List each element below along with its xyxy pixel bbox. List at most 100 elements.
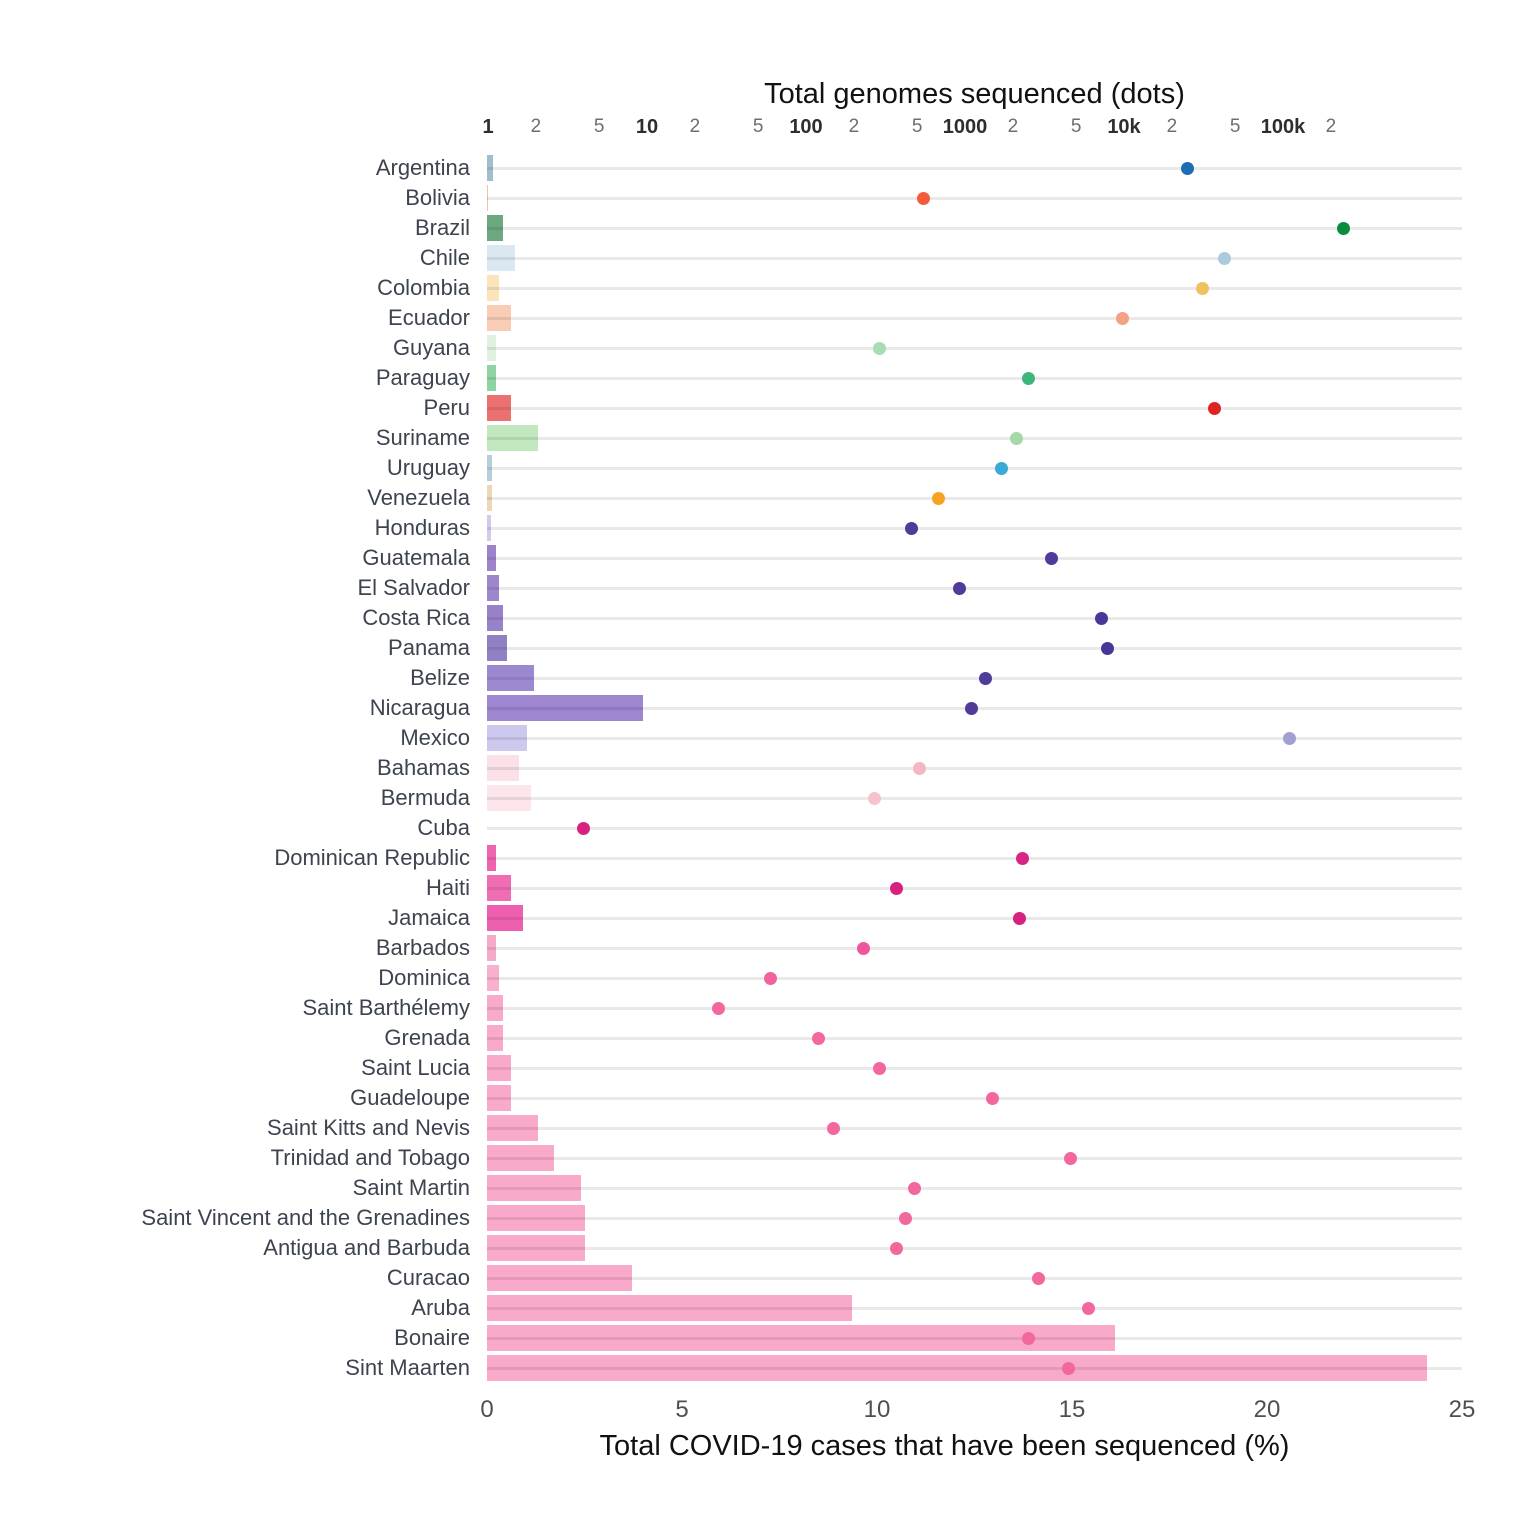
country-label: Argentina — [375, 155, 470, 180]
row-track — [487, 526, 1462, 530]
country-bar — [487, 995, 503, 1021]
country-dot — [931, 491, 945, 505]
country-dot — [913, 761, 927, 775]
row-track — [487, 1186, 1462, 1190]
country-bar — [487, 665, 535, 691]
row-track — [487, 916, 1462, 920]
country-label: Chile — [419, 245, 470, 270]
country-label: Colombia — [377, 275, 470, 300]
country-dot — [1094, 611, 1108, 625]
row-track — [487, 856, 1462, 860]
top-tick-label: 1 — [482, 116, 494, 138]
country-label: Barbados — [375, 935, 470, 960]
country-dot — [917, 191, 931, 205]
country-label: Bahamas — [377, 755, 470, 780]
country-bar — [487, 905, 524, 931]
country-label: Saint Lucia — [361, 1055, 470, 1080]
top-tick-label: 2 — [1325, 116, 1337, 137]
row-track — [487, 1336, 1462, 1340]
country-label: Trinidad and Tobago — [270, 1145, 470, 1170]
country-bar — [487, 605, 503, 631]
country-label: Ecuador — [388, 305, 470, 330]
country-label: Saint Barthélemy — [302, 995, 470, 1020]
country-bar — [487, 1205, 585, 1231]
country-label: Cuba — [417, 815, 470, 840]
row-track — [487, 346, 1462, 350]
row-track — [487, 1246, 1462, 1250]
row-track — [487, 796, 1462, 800]
top-axis-title: Total genomes sequenced (dots) — [764, 78, 1185, 110]
row-track — [487, 616, 1462, 620]
country-label: Sint Maarten — [345, 1355, 470, 1380]
country-label: Aruba — [411, 1295, 470, 1320]
country-dot — [827, 1121, 841, 1135]
row-track — [487, 1096, 1462, 1100]
country-dot — [1012, 911, 1026, 925]
country-bar — [487, 1085, 511, 1111]
row-track — [487, 406, 1462, 410]
top-tick-label: 2 — [689, 116, 701, 137]
top-tick-label: 5 — [1070, 116, 1082, 137]
country-dot — [857, 941, 870, 955]
country-label: Grenada — [384, 1025, 470, 1050]
country-bar — [487, 155, 493, 181]
country-label: Nicaragua — [369, 695, 470, 720]
country-dot — [904, 521, 918, 535]
country-bar — [487, 1175, 582, 1201]
bottom-tick-label: 0 — [480, 1396, 494, 1423]
top-tick-label: 10 — [635, 116, 659, 138]
row-track — [487, 736, 1462, 740]
top-tick-label: 5 — [911, 116, 923, 137]
country-bar — [487, 215, 504, 241]
country-label: Brazil — [414, 215, 470, 240]
country-bar — [487, 455, 492, 481]
row-track — [487, 826, 1462, 830]
country-dot — [1116, 311, 1130, 325]
row-track — [487, 1036, 1462, 1040]
country-label: Dominican Republic — [274, 845, 470, 870]
country-bar — [487, 1325, 1115, 1351]
country-dot — [1021, 1331, 1035, 1345]
row-track — [487, 946, 1462, 950]
top-tick-label: 5 — [752, 116, 764, 137]
country-label: Saint Martin — [352, 1175, 470, 1200]
row-track — [487, 1366, 1462, 1370]
row-track — [487, 226, 1462, 230]
top-tick-label: 2 — [1166, 116, 1178, 137]
country-bar — [487, 725, 528, 751]
row-track — [487, 1276, 1462, 1280]
country-bar — [487, 1355, 1427, 1381]
country-bar — [487, 425, 539, 451]
country-label: Bolivia — [405, 185, 470, 210]
country-dot — [1336, 221, 1350, 235]
country-dot — [1082, 1301, 1096, 1315]
top-tick-label: 100k — [1260, 116, 1306, 138]
row-track — [487, 976, 1462, 980]
country-label: Guatemala — [362, 545, 470, 570]
country-dot — [1218, 251, 1232, 265]
country-bar — [487, 1055, 511, 1081]
country-dot — [764, 971, 778, 985]
country-dot — [1283, 731, 1297, 745]
country-bar — [487, 275, 499, 301]
country-dot — [986, 1091, 1000, 1105]
country-label: Bonaire — [394, 1325, 470, 1350]
row-track — [487, 496, 1462, 500]
country-dot — [965, 701, 979, 715]
country-bar — [487, 965, 500, 991]
country-dot — [995, 461, 1009, 475]
country-dot — [1180, 161, 1194, 175]
row-track — [487, 766, 1462, 770]
country-dot — [898, 1211, 912, 1225]
row-track — [487, 886, 1462, 890]
row-track — [487, 1216, 1462, 1220]
country-label: Mexico — [400, 725, 470, 750]
country-label: Guyana — [392, 335, 470, 360]
country-label: Saint Vincent and the Grenadines — [141, 1205, 470, 1230]
country-bar — [487, 1145, 555, 1171]
row-track — [487, 196, 1462, 200]
bottom-tick-label: 5 — [675, 1396, 689, 1423]
country-dot — [979, 671, 993, 685]
top-tick-label: 1000 — [942, 116, 988, 138]
